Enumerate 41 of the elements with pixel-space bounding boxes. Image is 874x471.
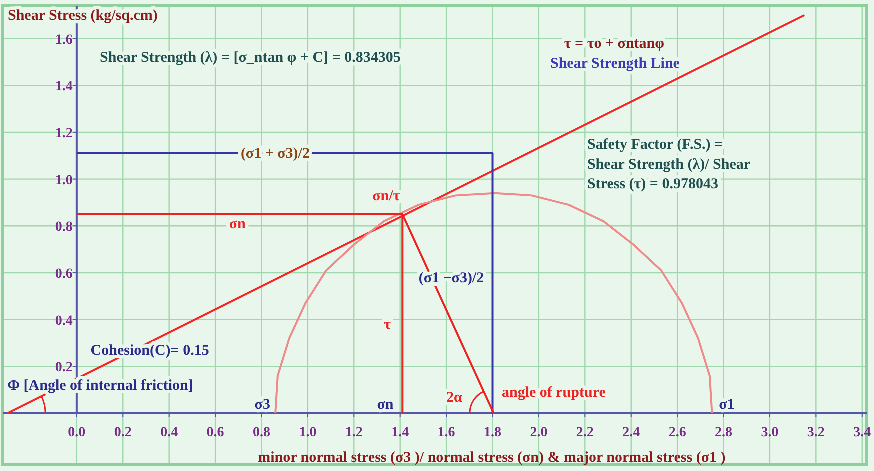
x-tick-label: 1.0 [299, 425, 317, 440]
annotation: Safety Factor (F.S.) = [587, 136, 724, 153]
x-tick-label: 0.6 [206, 425, 224, 440]
x-tick-label: 3.4 [854, 425, 872, 440]
x-tick-label: 2.6 [668, 425, 686, 440]
x-tick-label: 0.8 [252, 425, 270, 440]
annotation: τ = τo + σntanφ [564, 36, 664, 52]
annotation: Shear Strength (λ)/ Shear [587, 156, 751, 173]
y-tick-label: 0.2 [55, 360, 73, 376]
annotation: σ1 [719, 396, 735, 413]
x-tick-label: 1.8 [484, 425, 502, 440]
annotation: 2α [446, 390, 464, 406]
y-tick-label: 1.0 [55, 173, 73, 188]
annotation: σn/τ [372, 188, 400, 204]
x-tick-label: 2.0 [530, 425, 548, 440]
y-tick-label: 1.2 [55, 126, 73, 142]
annotation: σn [229, 216, 247, 232]
annotation: angle of rupture [502, 385, 606, 402]
x-tick-label: 0.4 [160, 425, 178, 440]
x-tick-label: 1.2 [345, 425, 363, 440]
x-tick-label: 1.6 [438, 425, 456, 440]
x-tick-label: 3.0 [761, 425, 779, 440]
x-tick-label: 3.2 [807, 425, 825, 440]
y-tick-label: 1.6 [55, 32, 73, 48]
x-tick-label: 2.4 [622, 425, 640, 440]
x-tick-label: 2.8 [715, 425, 733, 440]
annotation: τ [384, 317, 392, 334]
x-tick-label: 0.2 [114, 425, 132, 440]
annotation: σ3 [254, 396, 270, 413]
annotation: Shear Strength (λ) = [σ_ntan φ + C] = 0.834305 [100, 50, 401, 66]
y-tick-label: 0.6 [55, 266, 73, 282]
annotation: Stress (τ) = 0.978043 [587, 176, 718, 193]
x-axis-title: minor normal stress (σ3 )/ normal stress (σn) & major normal stress (σ1 ) [258, 450, 726, 466]
y-tick-label: 0.4 [55, 314, 73, 329]
annotation: σn [377, 396, 394, 413]
x-tick-label: 1.4 [392, 425, 410, 440]
annotation: Shear Strength Line [550, 56, 680, 72]
x-tick-label: 0.0 [68, 425, 86, 440]
x-tick-label: 2.2 [576, 425, 594, 440]
y-tick-label: 0.8 [55, 220, 73, 236]
y-tick-label: 1.4 [55, 80, 73, 95]
